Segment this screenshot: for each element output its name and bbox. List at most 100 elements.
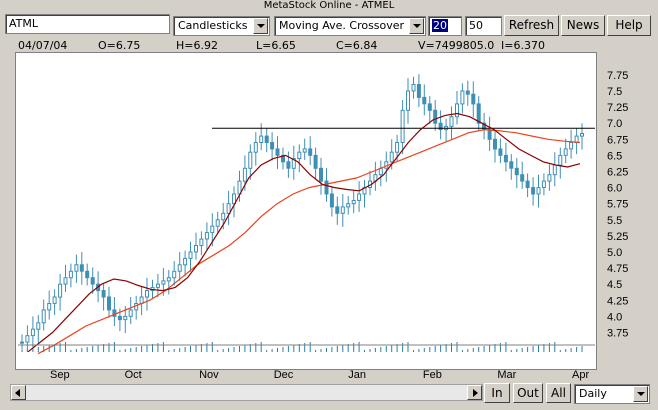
chevron-down-icon[interactable]: [253, 18, 268, 34]
candle-body: [232, 193, 236, 205]
indicator-select[interactable]: Moving Ave. Crossover: [274, 16, 426, 36]
candle-body: [340, 206, 345, 214]
candle-body: [112, 309, 117, 317]
y-tick-label: 7.75: [607, 70, 628, 82]
y-tick-label: 4.75: [607, 263, 628, 275]
candle-body: [449, 116, 454, 127]
candle-body: [188, 251, 193, 259]
candle-body: [493, 138, 497, 150]
chevron-down-icon[interactable]: [409, 18, 424, 34]
candle-body: [335, 206, 340, 214]
period-value: Daily: [579, 387, 607, 400]
y-tick-label: 5.0: [607, 247, 622, 259]
candle-body: [313, 154, 318, 169]
x-tick-label: Mar: [497, 369, 516, 381]
candle-body: [498, 148, 503, 156]
ma-long-line: [37, 128, 581, 355]
candle-body: [85, 270, 90, 279]
candle-body: [411, 84, 416, 92]
candle-body: [569, 142, 574, 150]
period-short-input[interactable]: 20: [428, 16, 462, 36]
candle-body: [172, 270, 177, 279]
horizontal-scrollbar[interactable]: [10, 384, 483, 401]
candle-body: [476, 103, 481, 124]
y-tick-label: 6.0: [607, 183, 622, 195]
candle-body: [416, 84, 421, 98]
candle-body: [194, 245, 198, 253]
candle-body: [264, 135, 269, 144]
candle-body: [400, 109, 405, 144]
candle-body: [177, 264, 182, 272]
candle-body: [270, 142, 275, 150]
y-tick-label: 7.0: [607, 118, 622, 130]
scroll-left-icon[interactable]: [11, 385, 26, 400]
candle-body: [90, 277, 95, 285]
candle-body: [514, 167, 519, 176]
candle-body: [47, 303, 52, 311]
chart-style-select[interactable]: Candlesticks: [173, 16, 270, 36]
symbol-input[interactable]: ATML: [5, 14, 170, 34]
x-tick-label: Sep: [50, 369, 70, 381]
candle-body: [253, 142, 258, 153]
candle-body: [275, 148, 280, 156]
candle-body: [79, 264, 84, 272]
candle-body: [161, 280, 166, 285]
period-long-input[interactable]: 50: [465, 16, 502, 36]
candle-body: [210, 225, 215, 234]
candle-body: [520, 174, 525, 182]
refresh-button[interactable]: Refresh: [504, 15, 559, 36]
candle-body: [531, 187, 536, 195]
candle-body: [395, 142, 400, 153]
candle-body: [183, 257, 188, 266]
scroll-right-icon[interactable]: [467, 385, 482, 400]
y-tick-label: 6.25: [607, 167, 628, 179]
candle-body: [308, 148, 313, 156]
chevron-down-icon[interactable]: [633, 386, 648, 402]
news-button[interactable]: News: [561, 15, 605, 36]
period-select[interactable]: Daily: [574, 384, 650, 404]
candle-body: [155, 283, 160, 288]
quote-close: C=6.84: [336, 39, 378, 52]
candle-body: [145, 290, 149, 298]
help-button[interactable]: Help: [607, 15, 651, 36]
y-tick-label: 7.5: [607, 86, 622, 98]
y-tick-label: 6.5: [607, 150, 622, 162]
candle-body: [503, 154, 508, 163]
zoom-all-button[interactable]: All: [546, 383, 571, 403]
candle-body: [36, 322, 41, 330]
candle-body: [20, 341, 24, 344]
candle-body: [455, 103, 459, 118]
x-tick-label: Jan: [348, 369, 366, 381]
candle-body: [68, 270, 73, 279]
candle-body: [123, 315, 128, 321]
candle-body: [204, 232, 209, 240]
candle-body: [286, 161, 291, 169]
zoom-in-button[interactable]: In: [484, 383, 510, 403]
y-tick-label: 7.25: [607, 102, 628, 114]
quote-indicator: I=6.370: [501, 39, 545, 52]
candle-body: [547, 174, 552, 182]
zoom-out-button[interactable]: Out: [513, 383, 543, 403]
y-tick-label: 4.0: [607, 311, 622, 323]
candle-body: [52, 296, 57, 304]
candle-body: [281, 154, 285, 163]
chart-panel[interactable]: [15, 52, 597, 370]
candle-body: [166, 277, 171, 282]
candle-body: [128, 309, 133, 317]
candle-body: [427, 103, 432, 111]
candle-body: [319, 167, 323, 182]
quote-volume: V=7499805.0: [418, 39, 495, 52]
candle-body: [525, 180, 530, 189]
candle-body: [536, 187, 541, 195]
candle-body: [460, 90, 465, 105]
window-title: MetaStock Online - ATMEL: [263, 0, 395, 11]
candle-body: [30, 328, 35, 337]
quote-date: 04/07/04: [18, 39, 68, 52]
candle-body: [422, 96, 427, 105]
candle-body: [433, 109, 438, 124]
chart-style-value: Candlesticks: [178, 19, 248, 32]
candle-body: [41, 309, 46, 324]
candle-body: [297, 151, 302, 160]
x-tick-label: Dec: [274, 369, 294, 381]
